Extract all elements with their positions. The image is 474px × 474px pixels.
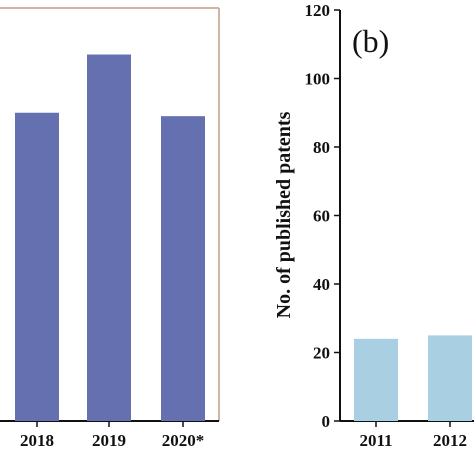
x-tick-label-2020: 2020* <box>162 431 205 450</box>
bar-2011 <box>354 338 398 421</box>
bar-2012 <box>428 335 472 421</box>
y-tick-label-80: 80 <box>313 138 330 157</box>
panel-a-chart: 2018 2019 2020* <box>0 7 220 450</box>
panel-b-chart: 0 20 40 60 80 100 120 2011 2012 (b) No. of publ… <box>273 1 474 450</box>
y-tick-label-60: 60 <box>313 207 330 226</box>
y-tick-label-100: 100 <box>305 70 331 89</box>
panel-b-label: (b) <box>352 23 389 59</box>
y-tick-label-120: 120 <box>305 1 331 20</box>
x-tick-label-2019: 2019 <box>92 431 126 450</box>
bar-2019 <box>87 54 131 422</box>
bar-2020 <box>161 116 205 422</box>
x-tick-label-2018: 2018 <box>20 431 54 450</box>
y-tick-label-40: 40 <box>313 275 330 294</box>
x-tick-label-2011: 2011 <box>359 431 392 450</box>
y-tick-label-0: 0 <box>322 412 331 431</box>
y-tick-label-20: 20 <box>313 344 330 363</box>
panel-b-y-axis-title: No. of published patents <box>273 111 295 318</box>
x-tick-label-2012: 2012 <box>433 431 467 450</box>
bar-2018 <box>15 112 59 421</box>
